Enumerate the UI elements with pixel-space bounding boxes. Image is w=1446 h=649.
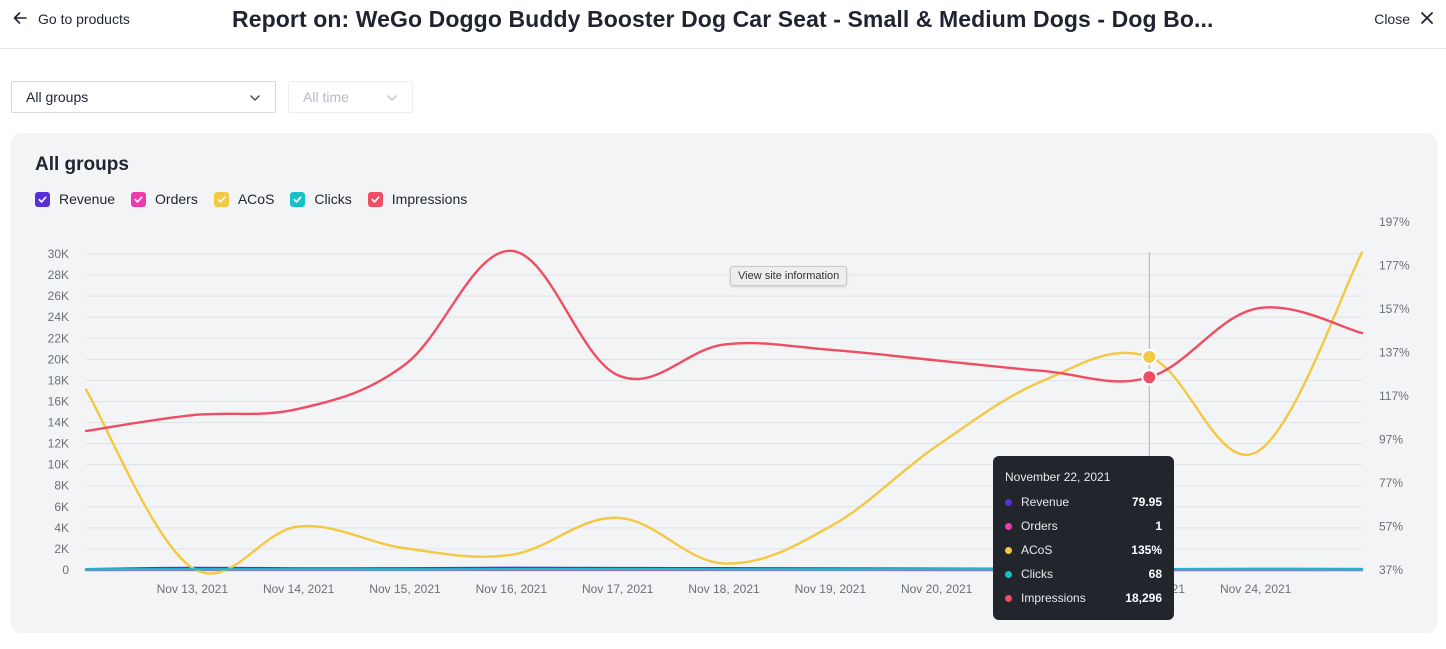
group-select[interactable]: All groups [11,81,276,113]
y-right-tick-label: 177% [1379,259,1410,273]
hover-row-name: Revenue [1021,495,1070,509]
close-button[interactable]: Close [1374,8,1434,30]
y-left-tick-label: 4K [54,521,69,535]
x-tick-label: Nov 20, 2021 [901,582,973,596]
close-label: Close [1374,11,1410,27]
series-dot-icon [1005,498,1012,506]
legend-label: Impressions [391,191,468,207]
series-dot-icon [1005,522,1012,530]
data-point-impressions [1141,369,1158,386]
legend-label: Clicks [314,191,352,207]
go-to-products-button[interactable]: Go to products [12,8,130,30]
chevron-down-icon [387,95,397,101]
time-select[interactable]: All time [288,81,413,113]
checkbox-checked-icon[interactable] [35,191,50,207]
hover-row-name: Impressions [1021,591,1086,605]
x-tick-label: Nov 16, 2021 [476,582,548,596]
series-dot-icon [1005,546,1012,554]
chart-card: All groups Revenue Orders ACoS Clicks Impres… [11,133,1437,633]
y-left-tick-label: 16K [48,394,69,408]
page-title: Report on: WeGo Doggo Buddy Booster Dog … [232,6,1214,32]
hover-row-name: Clicks [1021,567,1053,581]
go-to-products-label: Go to products [38,11,130,27]
y-left-tick-label: 28K [48,268,69,282]
series-dot-icon [1005,594,1012,602]
data-point-acos [1141,348,1158,365]
checkbox-checked-icon[interactable] [290,191,306,207]
y-left-tick-label: 8K [54,479,69,493]
checkbox-checked-icon[interactable] [213,191,229,207]
y-right-tick-label: 77% [1379,476,1403,490]
legend-item-revenue[interactable]: Revenue [35,191,115,207]
hover-row-value: 79.95 [1131,495,1162,509]
legend-label: Revenue [59,191,116,207]
y-left-tick-label: 22K [48,331,69,345]
hover-row-value: 68 [1148,567,1162,581]
series-line-acos [84,251,1364,575]
hover-row-impressions: Impressions 18,296 [1005,590,1162,606]
y-right-tick-label: 117% [1379,389,1409,403]
chevron-down-icon [250,95,260,101]
legend-item-impressions[interactable]: Impressions [367,191,468,207]
x-tick-label: Nov 15, 2021 [369,582,441,596]
y-right-tick-label: 197% [1379,215,1410,229]
x-tick-label: Nov 19, 2021 [795,582,867,596]
legend-label: ACoS [237,191,275,207]
checkbox-checked-icon[interactable] [367,191,383,207]
series-line-impressions [84,249,1364,433]
hover-row-value: 1 [1155,519,1162,533]
y-left-tick-label: 0 [62,563,69,577]
legend-item-acos[interactable]: ACoS [213,191,275,207]
y-right-tick-label: 137% [1379,346,1410,360]
y-right-tick-label: 97% [1379,433,1403,447]
arrow-left-icon [12,10,28,29]
legend-label: Orders [155,191,198,207]
y-left-tick-label: 2K [54,542,69,556]
y-left-tick-label: 30K [48,247,69,261]
hover-row-acos: ACoS 135% [1005,542,1162,558]
hover-row-name: Orders [1021,519,1058,533]
y-left-tick-label: 24K [48,310,69,324]
hover-row-revenue: Revenue 79.95 [1005,494,1162,510]
y-left-tick-label: 26K [48,289,69,303]
hover-row-orders: Orders 1 [1005,518,1162,534]
hover-row-value: 135% [1131,543,1162,557]
y-right-tick-label: 37% [1379,563,1403,577]
series-dot-icon [1005,570,1012,578]
hover-row-name: ACoS [1021,543,1053,557]
legend-item-clicks[interactable]: Clicks [290,191,352,207]
hover-tooltip-card: November 22, 2021 Revenue 79.95 Orders 1 ACo… [993,456,1174,620]
x-tick-label: Nov 18, 2021 [688,582,760,596]
legend-item-orders[interactable]: Orders [131,191,198,207]
checkbox-checked-icon[interactable] [131,191,147,207]
y-right-tick-label: 57% [1379,520,1403,534]
hover-row-clicks: Clicks 68 [1005,566,1162,582]
y-right-tick-label: 157% [1379,302,1410,316]
y-left-tick-label: 20K [48,352,69,366]
chart-legend: Revenue Orders ACoS Clicks Impressions [35,191,467,207]
x-tick-label: Nov 14, 2021 [263,582,335,596]
card-title: All groups [35,154,129,175]
hover-date: November 22, 2021 [1005,470,1111,484]
close-icon [1420,11,1434,28]
y-left-tick-label: 10K [48,458,69,472]
hover-row-value: 18,296 [1125,591,1162,605]
y-left-tick-label: 12K [48,437,69,451]
group-select-value: All groups [26,89,89,105]
y-left-tick-label: 18K [48,373,69,387]
x-tick-label: Nov 17, 2021 [582,582,654,596]
time-select-value: All time [303,89,349,105]
top-bar: Go to products Report on: WeGo Doggo Bud… [0,0,1446,49]
x-tick-label: Nov 13, 2021 [157,582,229,596]
site-info-tooltip: View site information [730,266,848,286]
y-left-tick-label: 14K [48,416,69,430]
x-tick-label: Nov 24, 2021 [1220,582,1292,596]
y-left-tick-label: 6K [54,500,69,514]
